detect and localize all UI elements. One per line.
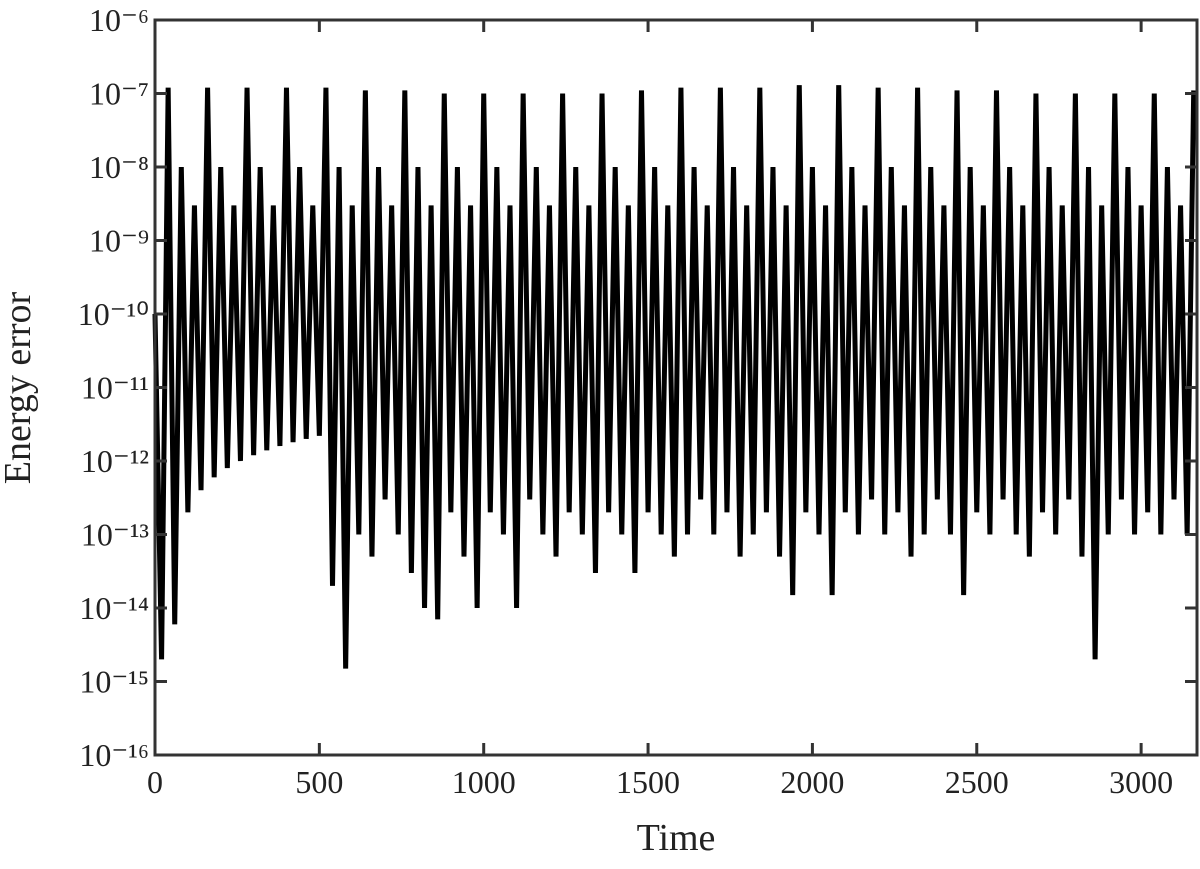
x-axis-label: Time	[637, 817, 716, 859]
data-line	[152, 85, 1197, 669]
y-axis-label: Energy error	[0, 291, 39, 484]
y-tick-label: 10⁻¹²	[81, 443, 149, 479]
y-tick-label: 10⁻⁸	[89, 149, 149, 185]
x-tick-label: 3000	[1109, 764, 1173, 800]
x-tick-label: 500	[295, 764, 343, 800]
x-tick-label: 1500	[616, 764, 680, 800]
y-tick-label: 10⁻¹¹	[81, 370, 149, 406]
x-tick-label: 2500	[945, 764, 1009, 800]
y-tick-label: 10⁻¹⁶	[79, 737, 149, 773]
y-tick-label: 10⁻⁶	[89, 2, 149, 38]
y-tick-label: 10⁻¹⁵	[79, 664, 149, 700]
y-tick-label: 10⁻¹⁰	[78, 296, 149, 332]
y-tick-label: 10⁻¹³	[81, 517, 149, 553]
y-tick-label: 10⁻⁹	[89, 223, 149, 259]
y-tick-label: 10⁻⁷	[89, 76, 149, 112]
x-tick-label: 0	[147, 764, 163, 800]
x-tick-label: 1000	[452, 764, 516, 800]
x-tick-label: 2000	[780, 764, 844, 800]
y-tick-label: 10⁻¹⁴	[79, 590, 149, 626]
